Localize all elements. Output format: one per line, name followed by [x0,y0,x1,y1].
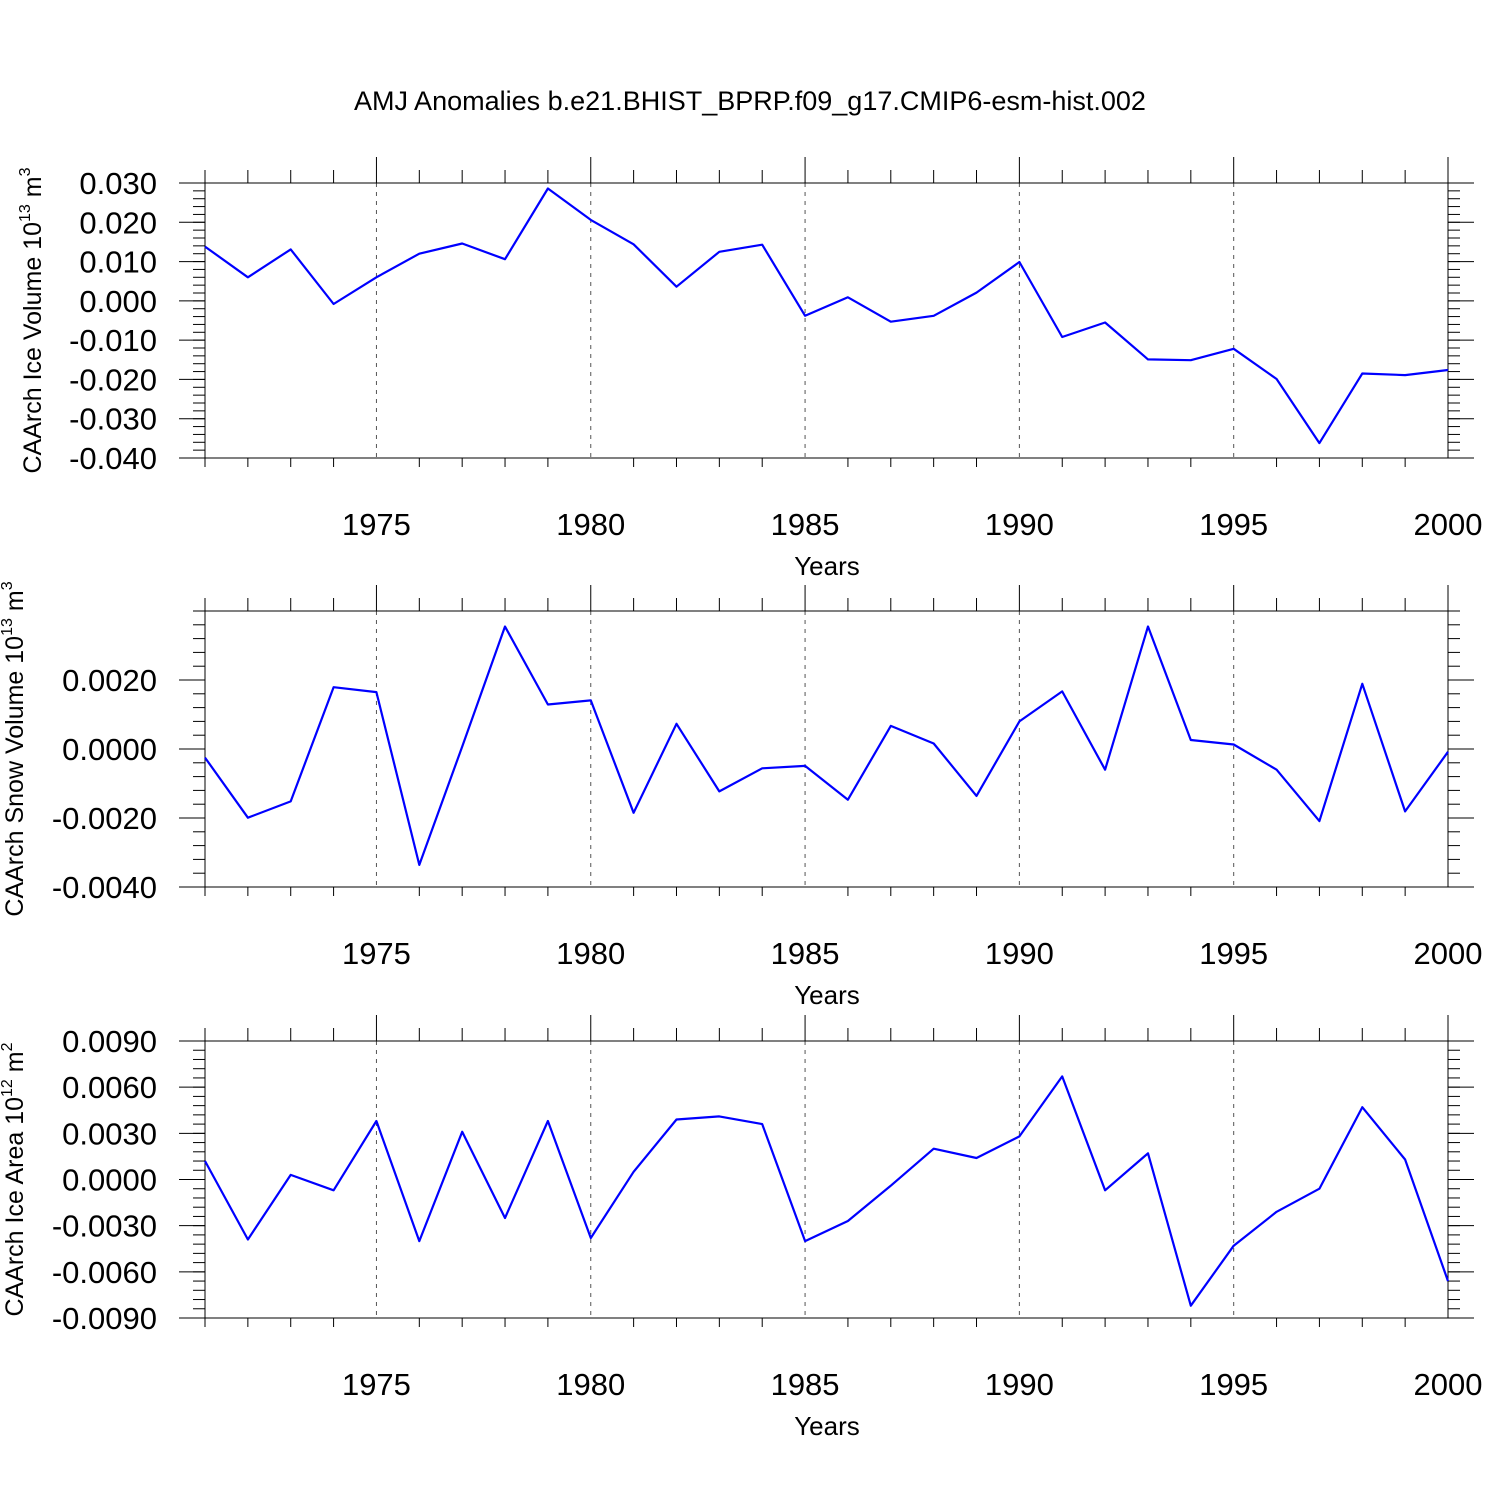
y-tick-label: -0.0020 [52,801,157,836]
series-line [204,187,1449,445]
x-axis-label: Years [794,980,860,1010]
y-axis-label: CAArch Ice Area 1012 m2 [0,1042,29,1316]
panels: -0.040 -0.030 -0.020 -0.010 0.000 0.010 0.020 0… [0,157,1482,1441]
x-tick-label: 1985 [771,507,840,542]
y-axis-label-unit-exponent: 3 [17,167,34,176]
y-axis-label-unit: m [1,590,29,611]
x-tick-label: 1975 [342,936,411,971]
y-axis-label-exponent: 13 [17,204,34,222]
y-tick-label: 0.0020 [62,663,157,698]
series-line [204,1075,1450,1307]
y-tick-label: -0.0030 [52,1209,157,1244]
x-tick-label: 1995 [1199,1367,1268,1402]
y-tick-label: 0.0030 [62,1116,157,1151]
y-tick-label: -0.0040 [52,870,157,905]
x-tick-label: 1980 [556,1367,625,1402]
x-tick-label: 1980 [556,507,625,542]
y-axis-label-exponent: 13 [0,618,16,636]
y-tick-label: -0.0090 [52,1301,157,1336]
y-tick-label: 0.020 [79,205,157,240]
y-tick-label: 0.0000 [62,732,157,767]
x-tick-label: 1980 [556,936,625,971]
plot-frame [204,182,1449,459]
y-tick-label: 0.0060 [62,1070,157,1105]
y-tick-label: -0.010 [69,323,157,358]
y-tick-label: 0.0000 [62,1163,157,1198]
x-tick-label: 1975 [342,1367,411,1402]
x-axis-label: Years [794,551,860,581]
x-tick-label: 1995 [1199,936,1268,971]
chart-panel-1: -0.040 -0.030 -0.020 -0.010 0.000 0.010 0.020 0… [17,157,1482,581]
y-axis-label-unit-exponent: 3 [0,581,16,590]
y-axis-label-unit: m [1,1051,29,1072]
x-tick-label: 2000 [1414,936,1483,971]
x-tick-label: 2000 [1414,1367,1483,1402]
y-axis-label-text: CAArch Ice Volume 10 [19,222,47,474]
y-tick-label: 0.030 [79,166,157,201]
chart-panel-2: -0.0040 -0.0020 0.0000 0.0020 1975 1980 1985 19… [0,581,1482,1010]
y-tick-label: -0.0060 [52,1255,157,1290]
chart-panel-3: -0.0090 -0.0060 -0.0030 0.0000 0.0030 0.0060 0… [0,1015,1482,1441]
x-axis-label: Years [794,1411,860,1441]
y-axis-label: CAArch Snow Volume 1013 m3 [0,581,29,916]
y-tick-label: 0.0090 [62,1024,157,1059]
y-tick-label: 0.010 [79,245,157,280]
y-tick-label: -0.020 [69,362,157,397]
figure-title: AMJ Anomalies b.e21.BHIST_BPRP.f09_g17.C… [354,86,1146,116]
y-axis-label-text: CAArch Snow Volume 10 [1,636,29,917]
x-tick-label: 1990 [985,1367,1054,1402]
x-tick-label: 1985 [771,1367,840,1402]
x-tick-label: 1975 [342,507,411,542]
y-axis-label: CAArch Ice Volume 1013 m3 [17,167,47,473]
y-axis-label-text: CAArch Ice Area 10 [1,1097,29,1317]
y-tick-label: 0.000 [79,284,157,319]
y-tick-label: -0.030 [69,402,157,437]
x-tick-label: 2000 [1414,507,1483,542]
plot-frame [204,1040,1449,1319]
series-line [204,625,1449,867]
y-axis-label-unit-exponent: 2 [0,1042,16,1051]
x-tick-label: 1990 [985,936,1054,971]
x-tick-label: 1995 [1199,507,1268,542]
y-tick-label: -0.040 [69,441,157,476]
x-tick-label: 1990 [985,507,1054,542]
x-tick-label: 1985 [771,936,840,971]
y-axis-label-unit: m [19,176,47,197]
y-axis-label-exponent: 12 [0,1079,16,1097]
